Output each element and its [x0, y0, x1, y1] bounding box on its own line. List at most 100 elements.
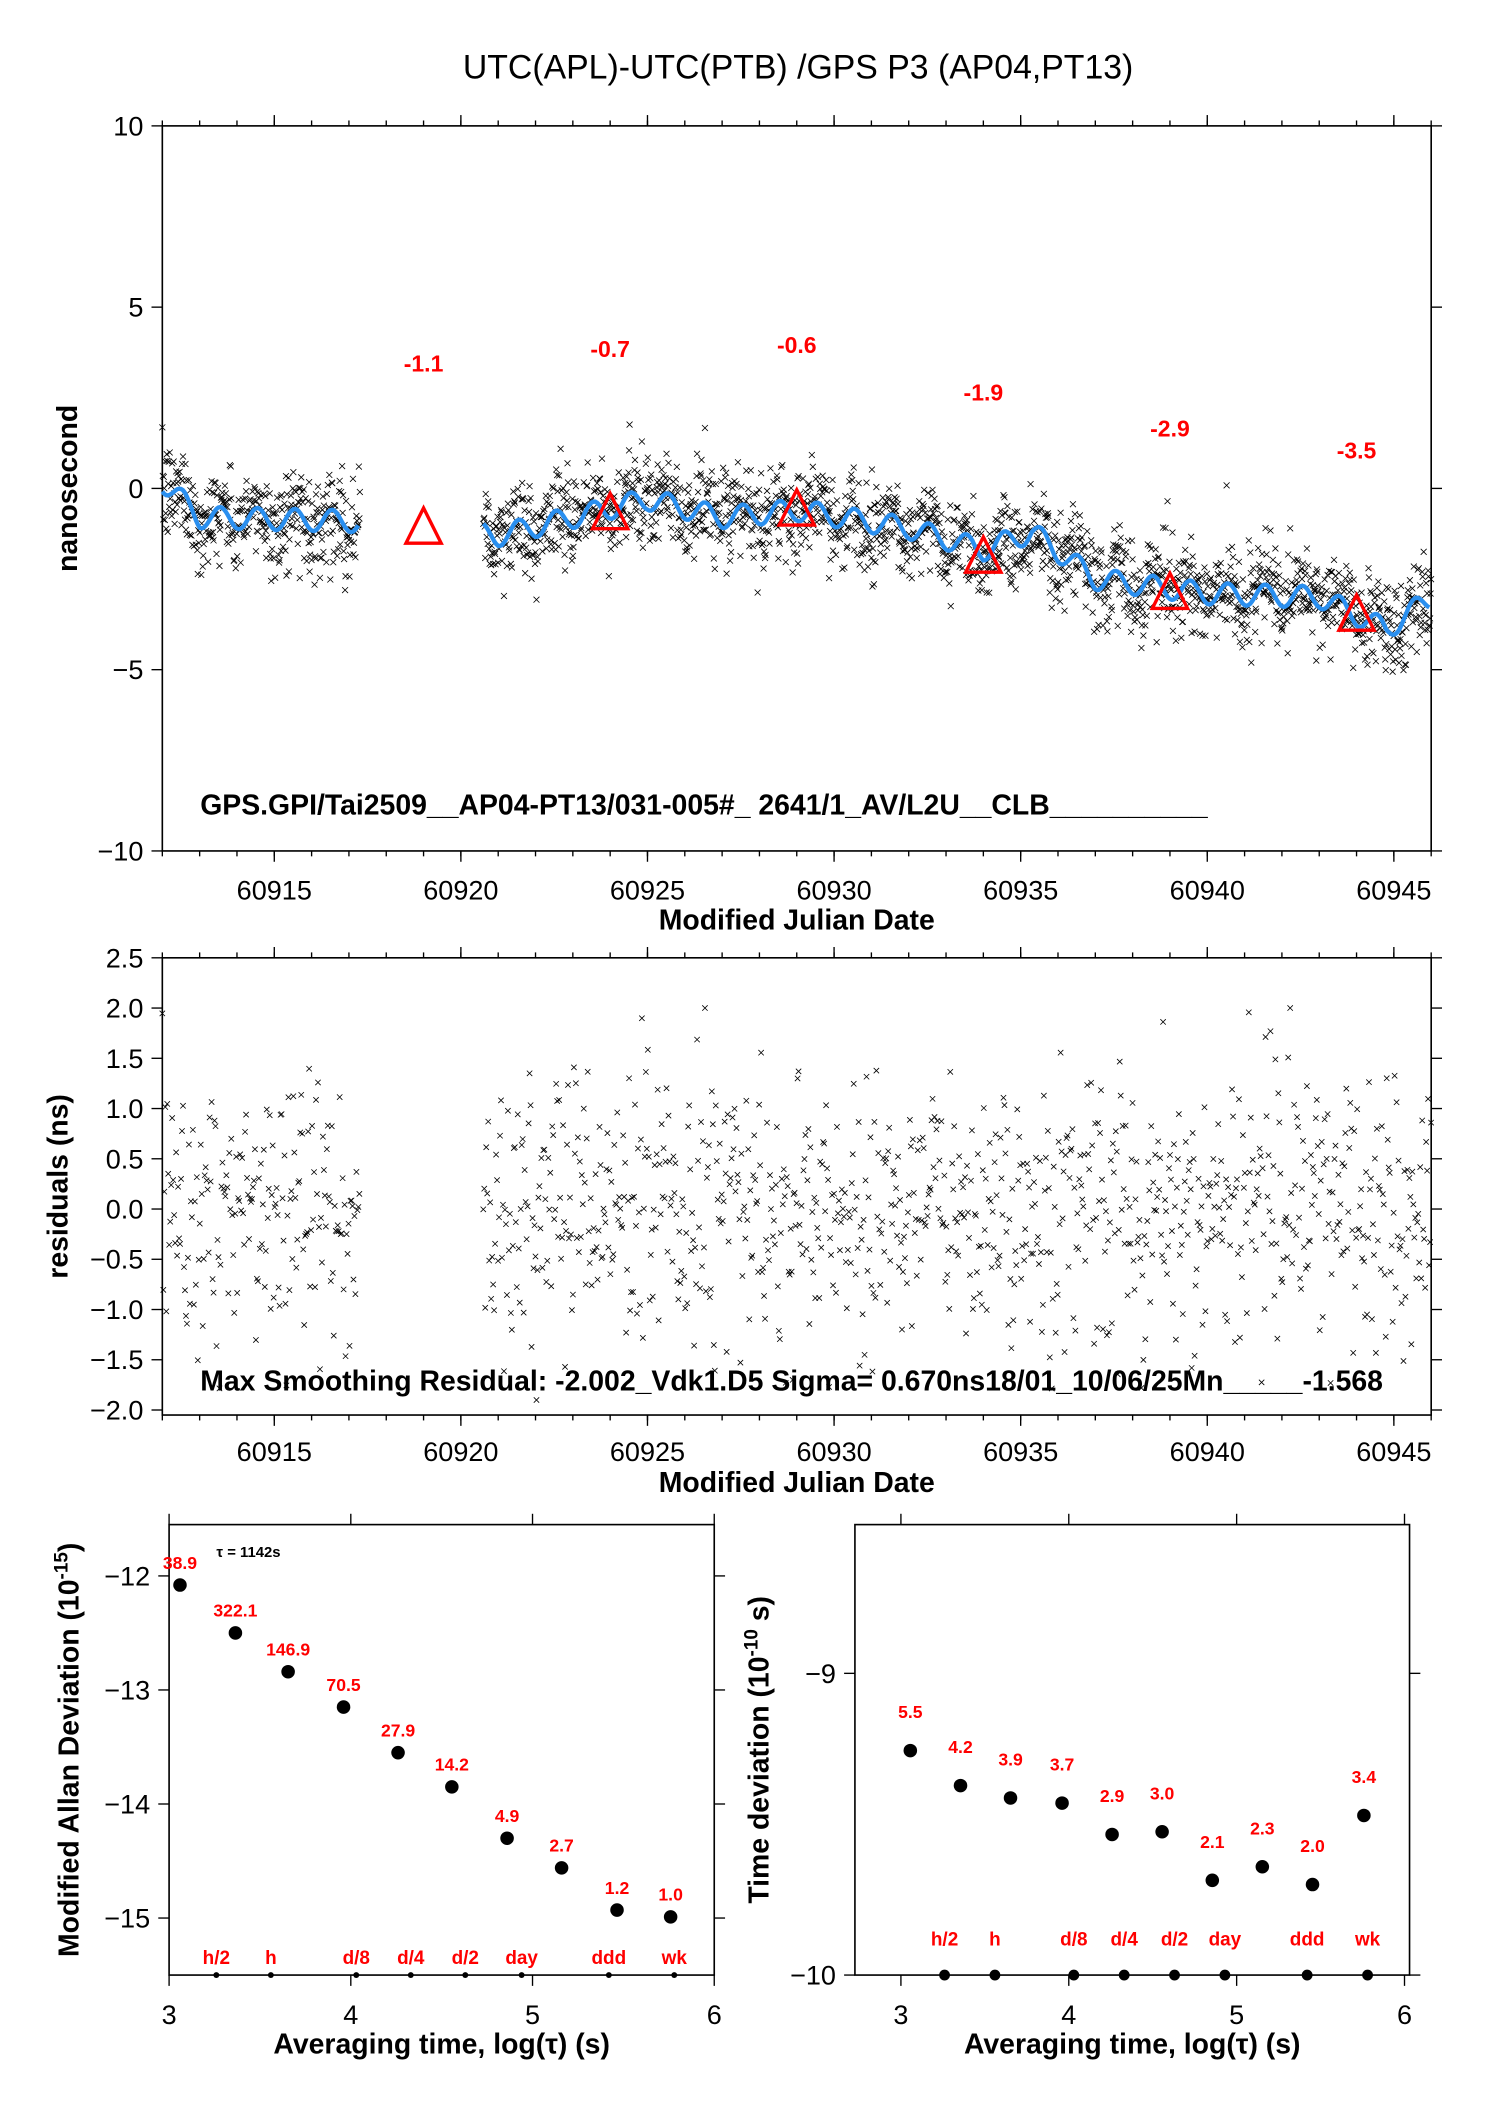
- x-axis-label: Modified Julian Date: [659, 904, 935, 936]
- residual-point: [968, 1127, 975, 1134]
- data-point: [1122, 548, 1130, 556]
- residual-point: [544, 1257, 551, 1264]
- deviation-point-label: 70.5: [326, 1675, 360, 1695]
- data-point: [1320, 591, 1327, 598]
- data-point: [894, 482, 901, 490]
- residual-point: [705, 1142, 712, 1149]
- residual-point: [1107, 1157, 1114, 1164]
- residual-point: [1341, 1163, 1348, 1170]
- residual-point: [611, 1141, 618, 1148]
- residual-point: [1115, 1226, 1122, 1233]
- data-point: [1361, 656, 1369, 663]
- residual-point: [1093, 1214, 1100, 1221]
- residual-point: [1079, 1196, 1086, 1203]
- residual-point: [1015, 1177, 1022, 1184]
- data-point: [222, 490, 230, 497]
- data-point: [908, 545, 915, 552]
- data-point: [1181, 546, 1189, 554]
- residual-point: [917, 1256, 924, 1263]
- residual-point: [1184, 1231, 1191, 1238]
- data-point: [1216, 611, 1223, 619]
- data-point: [1149, 563, 1157, 571]
- residual-point: [1085, 1151, 1092, 1158]
- x-tick-label: 60915: [237, 1437, 312, 1467]
- residual-point: [623, 1329, 630, 1336]
- residual-point: [715, 1215, 722, 1222]
- data-point: [484, 498, 492, 505]
- residual-point: [1150, 1179, 1157, 1186]
- residual-point: [1055, 1138, 1062, 1145]
- residual-point: [531, 1222, 538, 1229]
- residual-point: [238, 1207, 245, 1214]
- data-point: [775, 537, 783, 545]
- data-point: [545, 500, 552, 507]
- data-point: [267, 555, 274, 562]
- data-point: [1227, 563, 1234, 570]
- deviation-point-label: 322.1: [213, 1601, 257, 1621]
- data-point: [965, 542, 973, 549]
- residual-point: [219, 1159, 226, 1166]
- data-point: [628, 495, 635, 502]
- data-point: [920, 502, 927, 510]
- residual-point: [967, 1177, 974, 1184]
- residual-point: [1187, 1186, 1194, 1193]
- data-point: [1191, 594, 1199, 602]
- data-point: [565, 503, 572, 511]
- data-point: [894, 500, 902, 508]
- residual-point: [1307, 1152, 1314, 1159]
- data-point: [753, 489, 760, 497]
- residual-point: [953, 1248, 960, 1255]
- residual-point: [743, 1097, 750, 1104]
- y-tick-label: −2.0: [90, 1395, 143, 1425]
- data-point: [1056, 598, 1064, 605]
- residual-point: [799, 1251, 806, 1258]
- residual-point: [592, 1171, 599, 1178]
- residual-point: [1269, 1218, 1276, 1225]
- interval-marker-label: h/2: [203, 1948, 230, 1969]
- residual-point: [609, 1256, 616, 1263]
- residual-point: [637, 1136, 644, 1143]
- data-point: [632, 503, 639, 511]
- residual-point: [584, 1068, 591, 1075]
- data-point: [1198, 572, 1206, 580]
- data-point: [880, 552, 888, 560]
- data-point: [629, 516, 637, 524]
- residual-point: [1278, 1275, 1285, 1282]
- residual-point: [955, 1252, 962, 1259]
- data-point: [865, 547, 873, 555]
- chart-title: UTC(APL)-UTC(PTB) /GPS P3 (AP04,PT13): [463, 49, 1133, 87]
- data-point: [1262, 524, 1269, 532]
- residual-point: [579, 1201, 586, 1208]
- data-point: [741, 520, 749, 527]
- residual-point: [674, 1278, 681, 1285]
- data-point: [756, 506, 764, 514]
- data-point: [237, 559, 244, 566]
- residual-point: [914, 1147, 921, 1154]
- data-point: [924, 489, 932, 497]
- data-point: [311, 581, 318, 588]
- residual-point: [1028, 1250, 1035, 1257]
- residual-point: [774, 1283, 781, 1290]
- deviation-point-label: 1.2: [605, 1878, 630, 1898]
- data-point: [1368, 589, 1375, 597]
- data-point: [327, 576, 334, 583]
- data-point: [1038, 505, 1045, 512]
- residual-point: [1072, 1327, 1079, 1334]
- residual-point: [831, 1190, 838, 1197]
- residual-point: [1004, 1126, 1011, 1133]
- data-point: [856, 561, 863, 568]
- residual-point: [624, 1266, 631, 1273]
- data-point: [497, 513, 504, 521]
- residual-point: [1064, 1132, 1071, 1139]
- residual-point: [1163, 1208, 1170, 1215]
- residual-point: [1197, 1226, 1204, 1233]
- residual-point: [526, 1070, 533, 1077]
- data-point: [209, 528, 217, 536]
- residual-point: [949, 1160, 956, 1167]
- data-point: [297, 474, 305, 481]
- data-point: [485, 504, 492, 511]
- data-point: [961, 520, 969, 528]
- residual-point: [1378, 1123, 1385, 1130]
- data-point: [355, 463, 363, 470]
- residual-point: [716, 1140, 723, 1147]
